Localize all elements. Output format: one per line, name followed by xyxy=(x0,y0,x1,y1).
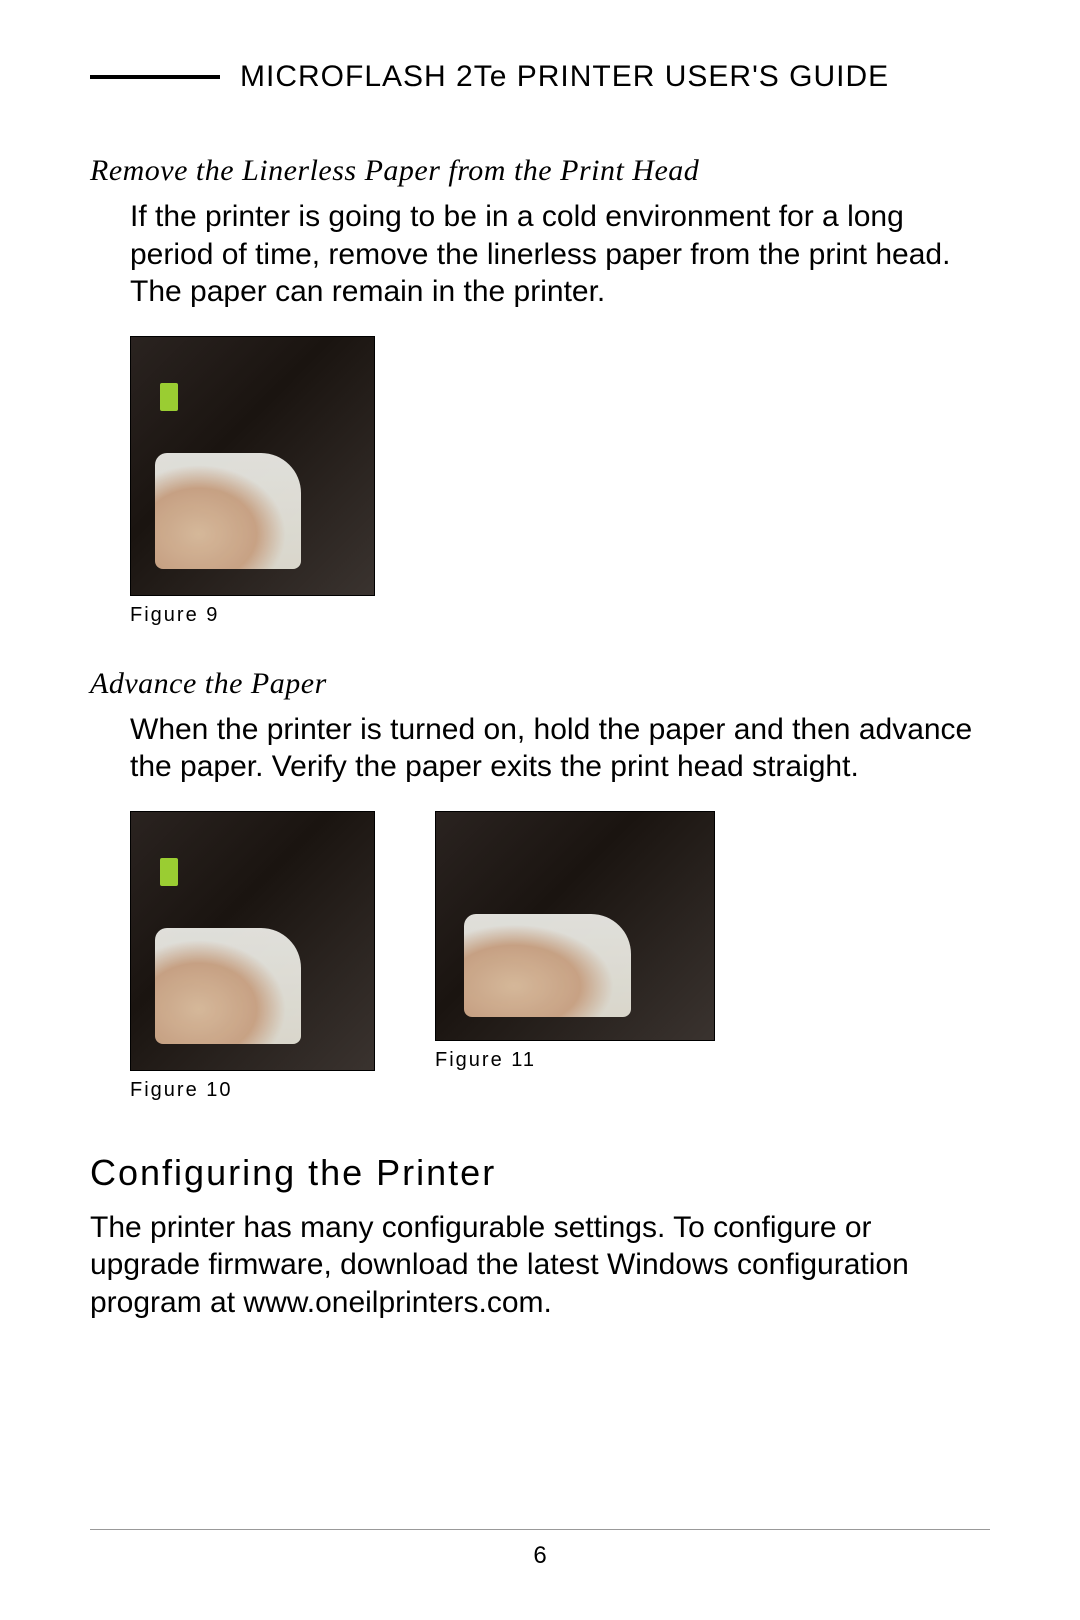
header-title: MICROFLASH 2Te PRINTER USER'S GUIDE xyxy=(240,60,889,94)
figure-11-image xyxy=(435,811,715,1041)
figure-row-2: Figure 10 Figure 11 xyxy=(130,811,990,1102)
header-rule xyxy=(90,75,220,79)
figure-9-caption: Figure 9 xyxy=(130,604,375,627)
body-advance-paper: When the printer is turned on, hold the … xyxy=(130,711,980,786)
subheading-advance-paper: Advance the Paper xyxy=(90,667,990,701)
heading-configuring: Configuring the Printer xyxy=(90,1152,990,1194)
figure-10: Figure 10 xyxy=(130,811,375,1102)
figure-9-image xyxy=(130,336,375,596)
figure-10-caption: Figure 10 xyxy=(130,1079,375,1102)
page-number: 6 xyxy=(0,1542,1080,1570)
figure-row-1: Figure 9 xyxy=(130,336,990,627)
subheading-remove-paper: Remove the Linerless Paper from the Prin… xyxy=(90,154,990,188)
body-remove-paper: If the printer is going to be in a cold … xyxy=(130,198,980,311)
figure-11: Figure 11 xyxy=(435,811,715,1102)
figure-9: Figure 9 xyxy=(130,336,375,627)
figure-11-caption: Figure 11 xyxy=(435,1049,715,1072)
page-header: MICROFLASH 2Te PRINTER USER'S GUIDE xyxy=(90,60,990,94)
footer-rule xyxy=(90,1529,990,1530)
figure-10-image xyxy=(130,811,375,1071)
body-configuring: The printer has many configurable settin… xyxy=(90,1209,980,1322)
